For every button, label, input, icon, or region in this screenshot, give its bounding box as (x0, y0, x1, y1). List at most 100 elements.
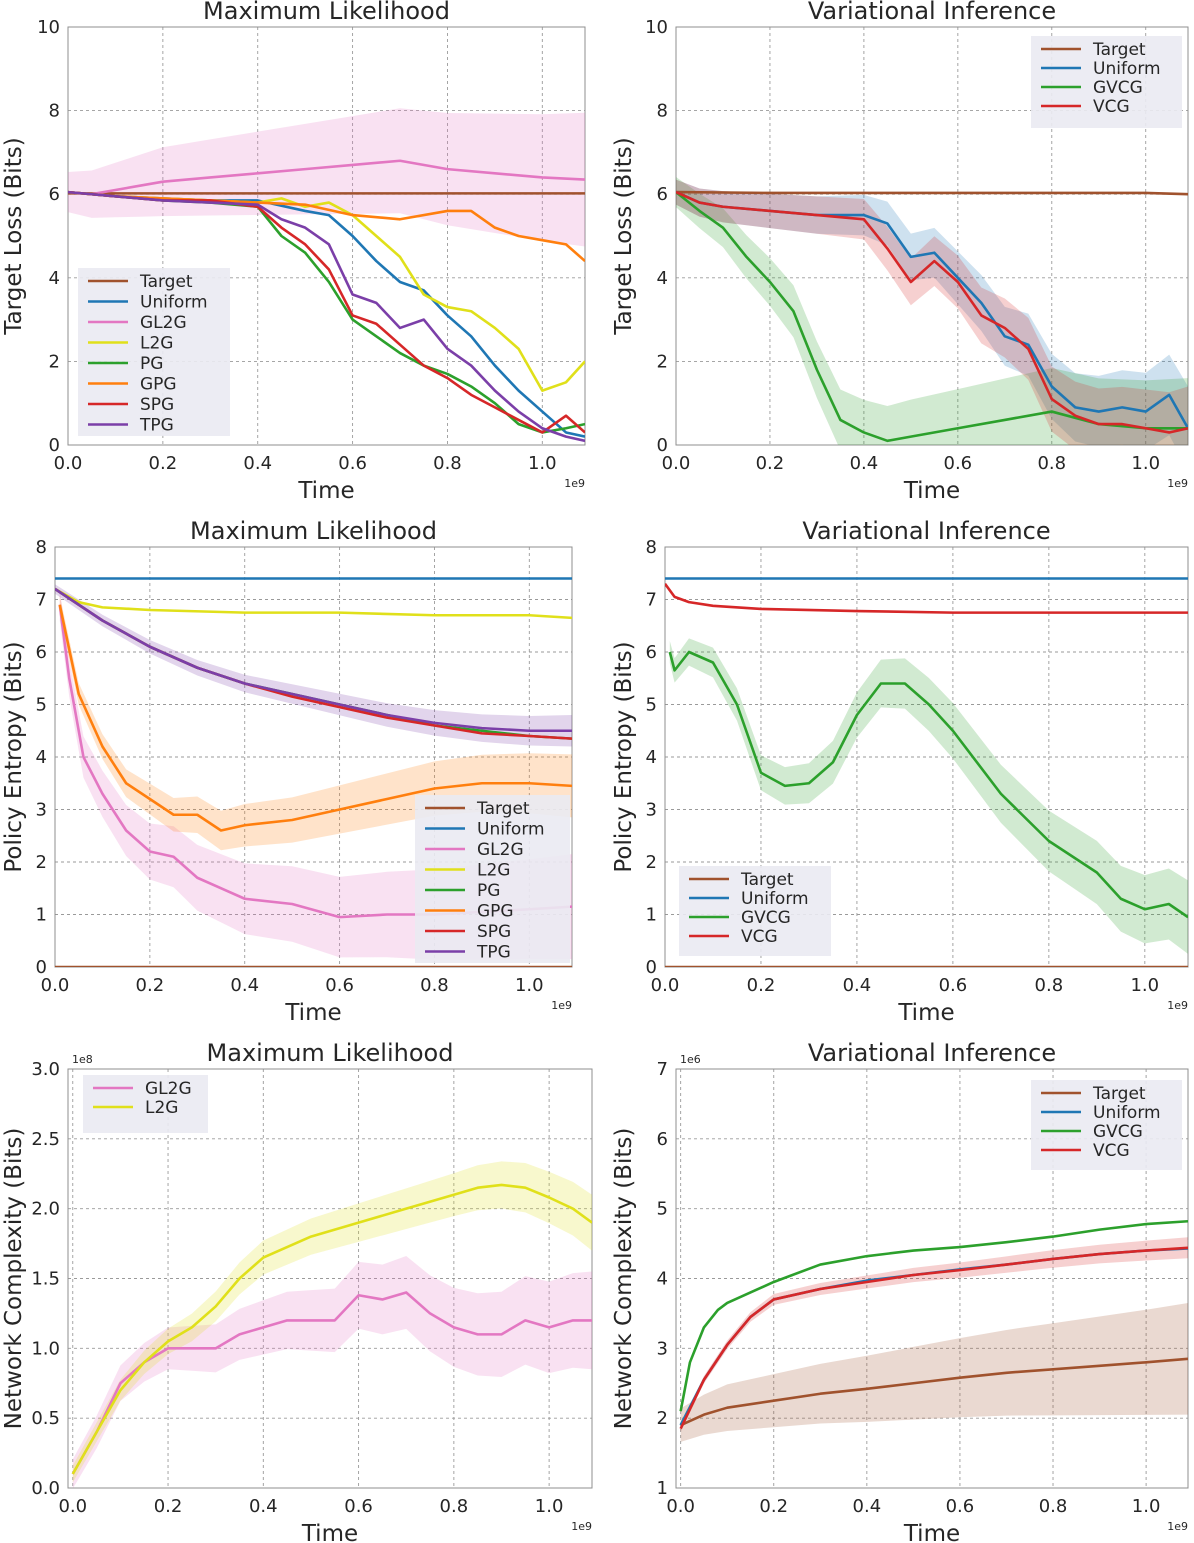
y-tick-label: 4 (49, 268, 60, 289)
legend-label-gl2g: GL2G (145, 1079, 192, 1099)
chart-title: Variational Inference (808, 0, 1056, 25)
chart-panel-6: 0.0 0.2 0.4 0.6 0.8 1.0 1 2 3 4 5 6 7 Variational Inf… (611, 1039, 1189, 1543)
plot-frame (675, 1068, 1189, 1489)
series-line-tpg (55, 587, 572, 733)
x-axis-label: Time (897, 1000, 954, 1026)
y-tick-label: 10 (645, 17, 668, 38)
x-tick-label: 0.6 (338, 453, 367, 474)
x-multiplier: 1e9 (571, 1520, 592, 1533)
y-tick-label: 5 (657, 1199, 668, 1220)
legend-box (679, 866, 831, 956)
legend-box (1031, 1080, 1182, 1170)
y-tick-label: 0 (646, 957, 657, 978)
chart-title: Variational Inference (808, 1039, 1056, 1067)
y-tick-label: 5 (646, 695, 657, 716)
y-tick-label: 2 (657, 1408, 668, 1429)
y-tick-label: 1 (646, 905, 657, 926)
series-line-gpg (58, 604, 572, 832)
gridlines (68, 1068, 592, 1489)
y-tick-label: 4 (657, 1269, 668, 1290)
y-tick-label: 1.5 (31, 1269, 60, 1290)
legend-label-vcg: VCG (741, 927, 778, 947)
data-layer (676, 177, 1188, 445)
y-tick-label: 6 (646, 642, 657, 663)
legend-label-l2g: L2G (140, 334, 173, 354)
band-gl2g (72, 1256, 592, 1488)
x-tick-label: 0.2 (759, 1496, 788, 1517)
series-line-target (680, 1357, 1188, 1427)
x-tick-label: 1.0 (535, 1496, 564, 1517)
legend-label-gpg: GPG (477, 902, 514, 922)
y-axis-label: Network Complexity (Bits) (611, 1128, 637, 1430)
series-line-gvcg (679, 1219, 1188, 1412)
y-tick-label: 5 (36, 695, 47, 716)
x-multiplier: 1e9 (1167, 477, 1188, 490)
legend-box (83, 1075, 208, 1133)
x-multiplier: 1e9 (1167, 1520, 1188, 1533)
legend-label-uniform: Uniform (741, 889, 809, 909)
x-tick-label: 0.8 (440, 1496, 469, 1517)
y-tick-label: 4 (646, 747, 657, 768)
legend-label-gvcg: GVCG (741, 908, 791, 928)
legend-label-spg: SPG (477, 922, 511, 942)
legend-box (1031, 36, 1182, 128)
x-tick-label: 0.0 (54, 453, 83, 474)
y-tick-label: 0 (36, 957, 47, 978)
y-tick-label: 8 (646, 537, 657, 558)
plot-frame (67, 26, 586, 446)
x-tick-label: 0.0 (58, 1496, 87, 1517)
legend-label-gl2g: GL2G (140, 313, 187, 333)
x-tick-label: 0.6 (946, 1496, 975, 1517)
band-target (680, 1302, 1188, 1442)
band-vcg (676, 179, 1188, 445)
y-tick-label: 0 (49, 435, 60, 456)
y-tick-label: 1 (657, 1478, 668, 1499)
x-tick-label: 0.6 (944, 453, 973, 474)
x-tick-label: 1.0 (1132, 1496, 1161, 1517)
legend-label-tpg: TPG (139, 416, 174, 436)
chart-title: Maximum Likelihood (203, 0, 450, 25)
y-tick-label: 1.0 (31, 1338, 60, 1359)
x-tick-label: 1.0 (515, 975, 544, 996)
x-tick-label: 0.8 (1037, 453, 1066, 474)
legend-label-target: Target (1092, 1084, 1146, 1104)
legend-box (415, 795, 570, 963)
x-tick-label: 0.4 (843, 975, 872, 996)
y-tick-label: 7 (36, 590, 47, 611)
y-tick-label: 4 (657, 268, 668, 289)
legend-label-pg: PG (477, 881, 500, 901)
x-tick-label: 0.0 (41, 975, 70, 996)
series-line-gvcg (676, 191, 1188, 443)
x-tick-label: 0.4 (853, 1496, 882, 1517)
y-axis-label: Policy Entropy (Bits) (611, 641, 637, 872)
legend-label-l2g: L2G (145, 1098, 178, 1118)
y-tick-label: 1 (36, 905, 47, 926)
x-tick-label: 0.4 (243, 453, 272, 474)
x-axis-label: Time (301, 1521, 358, 1543)
x-tick-label: 0.8 (420, 975, 449, 996)
series-line-gvcg (668, 650, 1188, 919)
x-tick-label: 0.2 (136, 975, 165, 996)
y-tick-label: 7 (657, 1059, 668, 1080)
x-multiplier: 1e9 (551, 999, 572, 1012)
legend-label-pg: PG (140, 354, 163, 374)
band-gvcg (669, 638, 1188, 954)
x-axis-label: Time (903, 478, 960, 504)
y-tick-label: 7 (646, 590, 657, 611)
legend-label-l2g: L2G (477, 861, 510, 881)
y-tick-label: 2.5 (31, 1129, 60, 1150)
y-axis-label: Network Complexity (Bits) (1, 1128, 27, 1430)
y-tick-label: 4 (36, 747, 47, 768)
series-line-gl2g (71, 1291, 592, 1475)
x-tick-label: 0.0 (651, 975, 680, 996)
x-tick-label: 1.0 (1131, 453, 1160, 474)
legend-label-target: Target (476, 799, 530, 819)
band-gvcg (676, 177, 1188, 445)
x-tick-label: 0.4 (230, 975, 259, 996)
y-axis-label: Policy Entropy (Bits) (1, 641, 27, 872)
